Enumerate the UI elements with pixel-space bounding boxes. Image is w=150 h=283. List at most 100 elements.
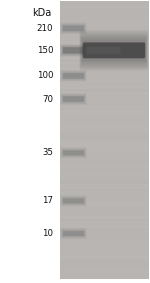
FancyBboxPatch shape (61, 71, 85, 80)
Bar (60, 87, 149, 89)
FancyBboxPatch shape (60, 228, 87, 239)
Bar (60, 207, 149, 209)
Bar (60, 1, 149, 279)
Bar (60, 101, 149, 103)
Bar (60, 258, 149, 260)
Text: 10: 10 (42, 229, 53, 238)
Bar (60, 161, 149, 163)
Bar (0, 0, 60, 283)
Bar (60, 219, 149, 221)
Text: 35: 35 (42, 148, 53, 157)
FancyBboxPatch shape (62, 149, 85, 156)
Bar (60, 145, 149, 147)
Bar (60, 216, 149, 219)
Bar (60, 233, 149, 235)
Bar (60, 38, 149, 41)
Bar (60, 20, 149, 22)
FancyBboxPatch shape (63, 47, 84, 53)
Bar (60, 142, 149, 145)
Bar (60, 61, 149, 64)
Bar (60, 22, 149, 25)
Bar (60, 269, 149, 272)
FancyBboxPatch shape (60, 195, 87, 207)
Bar (60, 158, 149, 161)
Bar (60, 124, 149, 126)
FancyBboxPatch shape (61, 71, 86, 81)
FancyBboxPatch shape (61, 229, 86, 238)
Bar (60, 253, 149, 256)
Bar (60, 251, 149, 253)
Bar (60, 203, 149, 205)
FancyBboxPatch shape (81, 37, 147, 64)
Bar (60, 193, 149, 196)
Bar (60, 15, 149, 18)
Bar (60, 66, 149, 68)
FancyBboxPatch shape (63, 150, 84, 155)
Bar (60, 223, 149, 226)
Bar (60, 50, 149, 52)
Bar (60, 133, 149, 136)
Bar (60, 140, 149, 142)
FancyBboxPatch shape (61, 229, 85, 238)
Bar (60, 59, 149, 61)
Bar (60, 205, 149, 207)
FancyBboxPatch shape (60, 44, 87, 57)
FancyBboxPatch shape (62, 198, 85, 204)
FancyBboxPatch shape (63, 25, 84, 31)
Bar (60, 188, 149, 191)
Bar (60, 246, 149, 249)
Bar (60, 75, 149, 78)
Bar (60, 175, 149, 177)
Bar (60, 172, 149, 175)
Text: 210: 210 (37, 24, 53, 33)
Bar (60, 41, 149, 43)
FancyBboxPatch shape (61, 197, 85, 205)
FancyBboxPatch shape (61, 23, 86, 33)
Bar (60, 11, 149, 13)
Bar (60, 91, 149, 94)
FancyBboxPatch shape (62, 46, 85, 54)
Bar (60, 48, 149, 50)
Bar (60, 191, 149, 193)
Bar (60, 89, 149, 92)
Bar (60, 110, 149, 112)
Bar (60, 108, 149, 110)
FancyBboxPatch shape (62, 72, 85, 80)
FancyBboxPatch shape (80, 32, 148, 69)
Bar (60, 170, 149, 172)
Bar (60, 138, 149, 140)
Bar (60, 45, 149, 48)
Bar (60, 221, 149, 223)
FancyBboxPatch shape (60, 22, 87, 34)
Bar (60, 149, 149, 152)
Bar (60, 103, 149, 105)
Bar (60, 119, 149, 122)
Bar (60, 235, 149, 237)
Bar (60, 8, 149, 11)
Bar (60, 212, 149, 214)
FancyBboxPatch shape (63, 25, 84, 31)
FancyBboxPatch shape (61, 196, 86, 206)
FancyBboxPatch shape (63, 96, 84, 102)
FancyBboxPatch shape (61, 24, 85, 33)
Bar (60, 209, 149, 212)
Bar (60, 272, 149, 274)
Bar (60, 25, 149, 27)
Bar (60, 96, 149, 98)
FancyBboxPatch shape (63, 73, 84, 79)
FancyBboxPatch shape (82, 40, 146, 61)
Bar (60, 29, 149, 31)
Bar (60, 267, 149, 269)
Bar (60, 126, 149, 128)
FancyBboxPatch shape (63, 231, 84, 236)
Bar (60, 85, 149, 87)
FancyBboxPatch shape (82, 38, 146, 62)
Bar (60, 122, 149, 124)
Text: 150: 150 (37, 46, 53, 55)
Bar (60, 152, 149, 154)
Bar (60, 196, 149, 198)
Bar (60, 4, 149, 6)
Bar (60, 36, 149, 38)
Bar (60, 182, 149, 184)
FancyBboxPatch shape (61, 149, 85, 157)
